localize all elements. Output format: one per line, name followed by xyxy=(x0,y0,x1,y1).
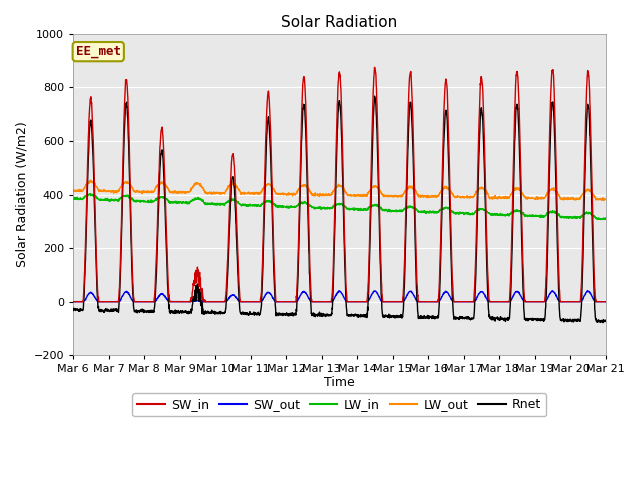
SW_out xyxy=(366,295,374,300)
LW_in xyxy=(69,196,77,202)
SW_out xyxy=(69,299,77,305)
LW_in xyxy=(355,207,362,213)
LW_out xyxy=(355,192,362,198)
SW_out xyxy=(570,299,577,305)
Line: Rnet: Rnet xyxy=(73,96,605,323)
SW_out xyxy=(355,299,362,305)
LW_in xyxy=(597,217,605,223)
Line: LW_in: LW_in xyxy=(73,193,605,220)
LW_in xyxy=(555,212,563,217)
SW_out xyxy=(218,299,225,305)
LW_in xyxy=(494,212,502,218)
SW_in xyxy=(570,299,577,305)
Rnet xyxy=(555,290,563,296)
LW_in xyxy=(602,216,609,222)
Text: EE_met: EE_met xyxy=(76,45,121,58)
Rnet xyxy=(371,93,378,99)
LW_out xyxy=(218,190,226,196)
LW_out xyxy=(69,188,77,193)
SW_out xyxy=(555,298,563,303)
LW_out xyxy=(367,187,374,193)
SW_in xyxy=(602,299,609,305)
SW_in xyxy=(555,269,563,275)
SW_out xyxy=(494,299,502,305)
SW_in xyxy=(69,299,77,305)
SW_in xyxy=(366,215,374,221)
Rnet xyxy=(570,317,577,323)
Rnet xyxy=(494,317,502,323)
Rnet xyxy=(69,307,77,313)
Rnet xyxy=(602,318,609,324)
X-axis label: Time: Time xyxy=(324,376,355,389)
Line: LW_out: LW_out xyxy=(73,180,605,201)
LW_out xyxy=(555,192,563,198)
Legend: SW_in, SW_out, LW_in, LW_out, Rnet: SW_in, SW_out, LW_in, LW_out, Rnet xyxy=(132,394,546,417)
LW_out xyxy=(602,196,609,202)
LW_out xyxy=(600,198,607,204)
Line: SW_out: SW_out xyxy=(73,291,605,302)
LW_in xyxy=(86,191,94,196)
Rnet xyxy=(366,236,374,241)
SW_in xyxy=(218,299,225,305)
SW_in xyxy=(494,299,502,305)
SW_in xyxy=(371,64,379,70)
Rnet xyxy=(218,310,225,316)
Rnet xyxy=(355,312,362,318)
LW_in xyxy=(367,204,374,209)
SW_out xyxy=(602,299,609,305)
LW_out xyxy=(494,194,502,200)
LW_out xyxy=(87,178,95,183)
SW_out xyxy=(548,288,556,294)
LW_out xyxy=(570,196,577,202)
Title: Solar Radiation: Solar Radiation xyxy=(281,15,397,30)
Rnet xyxy=(599,320,607,325)
Line: SW_in: SW_in xyxy=(73,67,605,302)
Y-axis label: Solar Radiation (W/m2): Solar Radiation (W/m2) xyxy=(15,122,28,267)
LW_in xyxy=(218,201,226,207)
SW_in xyxy=(355,299,362,305)
LW_in xyxy=(570,215,577,220)
